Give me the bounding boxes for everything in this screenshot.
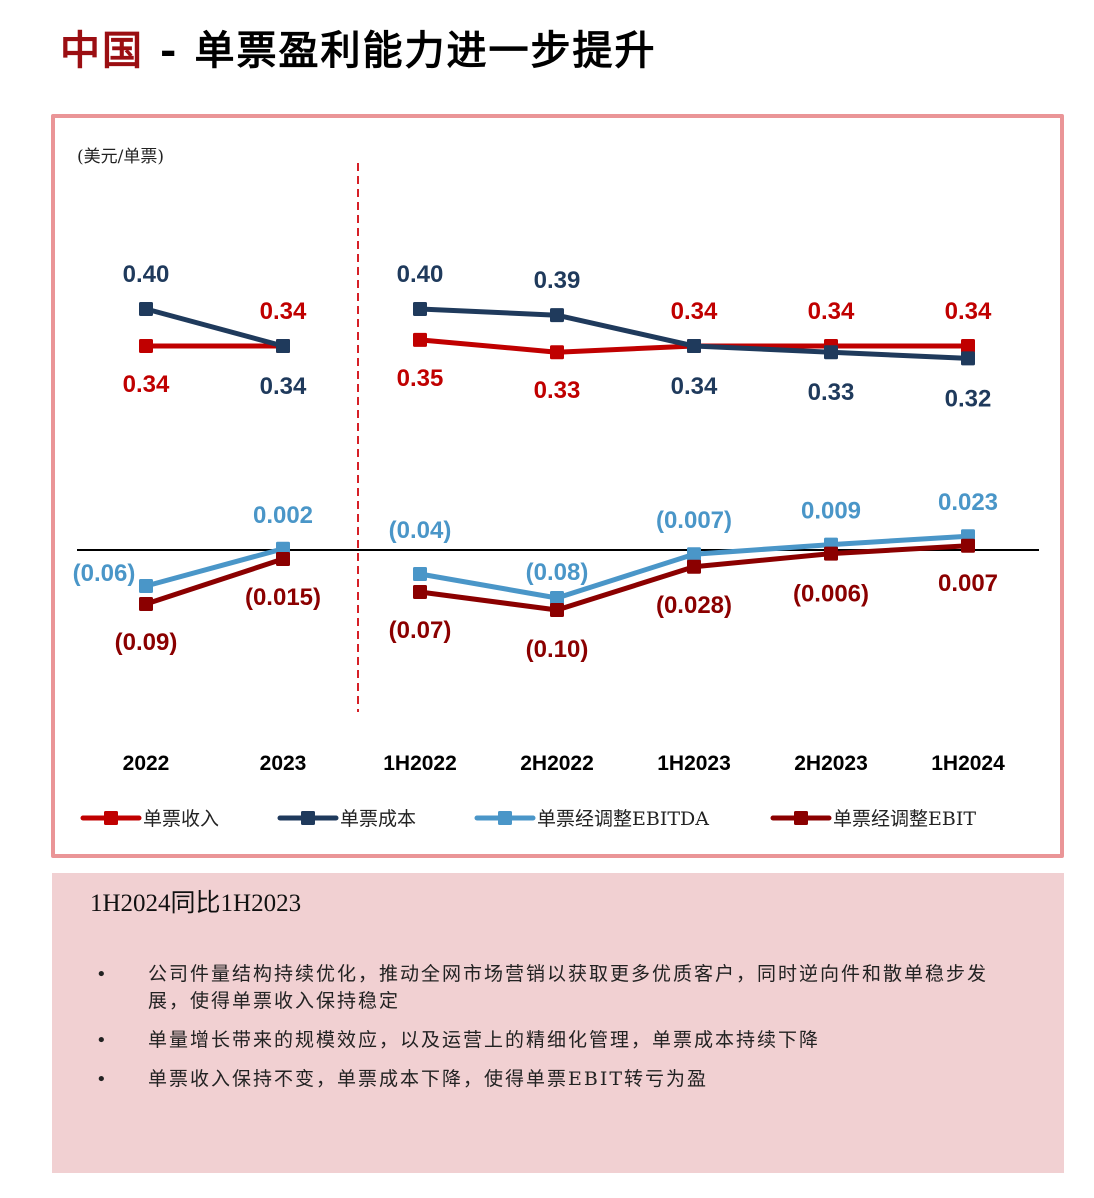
bullet-dot: • (96, 1069, 109, 1090)
legend-label: 单票成本 (340, 808, 416, 830)
legend-label: 单票经调整EBIT (833, 808, 976, 830)
page-title: 中国 - 单票盈利能力进一步提升 (60, 18, 656, 76)
marker-cost (276, 339, 290, 354)
bullet-text: 单票收入保持不变，单票成本下降，使得单票EBIT转亏为盈 (148, 1068, 709, 1090)
data-label-ebit: 0.007 (938, 570, 998, 597)
data-label-ebitda: (0.08) (526, 559, 589, 586)
x-tick-label: 1H2023 (657, 752, 731, 775)
series-line-ebit (145, 556, 284, 607)
summary-bullets: • 公司件量结构持续优化，推动全网市场营销以获取更多优质客户，同时逆向件和散单稳步… (96, 961, 1016, 1105)
x-tick-label: 2022 (123, 752, 170, 775)
marker-cost (687, 339, 701, 354)
bullet-item: • 单票收入保持不变，单票成本下降，使得单票EBIT转亏为盈 (96, 1066, 1016, 1093)
data-label-revenue: 0.35 (397, 365, 444, 392)
x-tick-label: 1H2024 (931, 752, 1005, 775)
x-tick-label: 2H2022 (520, 752, 594, 775)
chart-panel (51, 114, 1064, 858)
data-label-cost: 0.33 (808, 379, 855, 406)
data-label-revenue: 0.34 (123, 371, 170, 398)
title-separator: - (144, 27, 195, 74)
data-label-ebit: (0.10) (526, 636, 589, 663)
x-tick-label: 1H2022 (383, 752, 457, 775)
data-label-revenue: 0.34 (945, 298, 992, 325)
data-label-ebitda: 0.023 (938, 489, 998, 516)
legend-label: 单票收入 (143, 808, 219, 830)
marker-revenue (139, 339, 153, 354)
marker-cost (139, 302, 153, 316)
marker-ebitda (550, 591, 564, 605)
unit-label: (美元/单票) (77, 147, 164, 167)
bullet-item: • 公司件量结构持续优化，推动全网市场营销以获取更多优质客户，同时逆向件和散单稳步… (96, 961, 1016, 1015)
data-label-ebit: (0.028) (656, 592, 732, 619)
marker-revenue (550, 345, 564, 360)
marker-revenue (961, 339, 975, 354)
series-ebit (139, 538, 975, 617)
data-label-ebit: (0.015) (245, 584, 321, 611)
data-labels: 0.34 0.34 0.35 0.33 0.34 0.34 0.34 0.40 0.34 0.40… (73, 261, 998, 663)
title-accent: 中国 (60, 27, 144, 74)
data-label-cost: 0.32 (945, 385, 992, 412)
marker-ebit (824, 546, 838, 561)
data-label-revenue: 0.33 (534, 377, 581, 404)
legend-item-cost: 单票成本 (277, 808, 416, 830)
marker-ebitda (413, 567, 427, 581)
x-tick-label: 2H2023 (794, 752, 868, 775)
data-label-ebit: (0.006) (793, 581, 869, 608)
x-axis-labels: 2022 2023 1H2022 2H2022 1H2023 2H2023 1H2024 (123, 752, 1005, 775)
bullet-item: • 单量增长带来的规模效应，以及运营上的精细化管理，单票成本持续下降 (96, 1027, 1016, 1054)
marker-ebitda (139, 579, 153, 593)
marker-cost (550, 308, 564, 323)
data-label-cost: 0.40 (123, 261, 170, 288)
bullet-text: 单量增长带来的规模效应，以及运营上的精细化管理，单票成本持续下降 (148, 1029, 821, 1051)
data-label-ebitda: (0.04) (389, 517, 452, 544)
marker-ebit (550, 603, 564, 617)
legend-swatch-marker (301, 811, 315, 825)
legend-swatch-marker (104, 811, 118, 825)
marker-ebit (413, 585, 427, 599)
data-label-ebit: (0.07) (389, 617, 452, 644)
summary-title: 1H2024同比1H2023 (90, 890, 302, 917)
marker-ebit (961, 538, 975, 553)
data-label-ebit: (0.09) (115, 629, 178, 656)
bullet-dot: • (96, 1030, 109, 1051)
marker-cost (824, 345, 838, 360)
bullet-dot: • (96, 964, 109, 985)
data-label-ebitda: (0.007) (656, 507, 732, 534)
data-label-cost: 0.39 (534, 267, 581, 294)
data-label-revenue: 0.34 (808, 298, 855, 325)
data-label-revenue: 0.34 (671, 298, 718, 325)
data-label-revenue: 0.34 (260, 298, 307, 325)
series-line-cost (145, 306, 284, 349)
marker-cost (413, 302, 427, 316)
legend-swatch-marker (794, 811, 808, 825)
data-label-ebitda: (0.06) (73, 560, 136, 587)
data-label-cost: 0.34 (671, 373, 718, 400)
summary-panel: 1H2024同比1H2023 • 公司件量结构持续优化，推动全网市场营销以获取更多… (52, 873, 1064, 1173)
legend-item-revenue: 单票收入 (80, 808, 219, 830)
data-label-cost: 0.40 (397, 261, 444, 288)
series-layer (139, 302, 975, 617)
marker-ebit (139, 597, 153, 611)
data-label-ebitda: 0.009 (801, 498, 861, 525)
legend-item-ebitda: 单票经调整EBITDA (474, 808, 709, 830)
series-line-ebitda (145, 546, 284, 589)
marker-ebitda (687, 547, 701, 562)
x-tick-label: 2023 (260, 752, 307, 775)
title-main: 单票盈利能力进一步提升 (194, 27, 657, 74)
legend-swatch-marker (498, 811, 512, 825)
data-label-ebitda: 0.002 (253, 502, 313, 529)
marker-ebit (276, 552, 290, 566)
data-label-cost: 0.34 (260, 373, 307, 400)
marker-ebit (687, 559, 701, 574)
series-cost (139, 302, 975, 366)
line-chart: 0.34 0.34 0.35 0.33 0.34 0.34 0.34 0.40 0.34 0.40… (73, 163, 1039, 830)
bullet-text: 公司件量结构持续优化，推动全网市场营销以获取更多优质客户，同时逆向件和散单稳步发… (148, 963, 989, 1012)
legend-label: 单票经调整EBITDA (537, 808, 709, 830)
legend-item-ebit: 单票经调整EBIT (770, 808, 976, 830)
marker-revenue (413, 332, 427, 347)
legend: 单票收入 单票成本 单票经调整EBITDA 单票经调整EBIT (80, 808, 976, 830)
marker-cost (961, 351, 975, 366)
